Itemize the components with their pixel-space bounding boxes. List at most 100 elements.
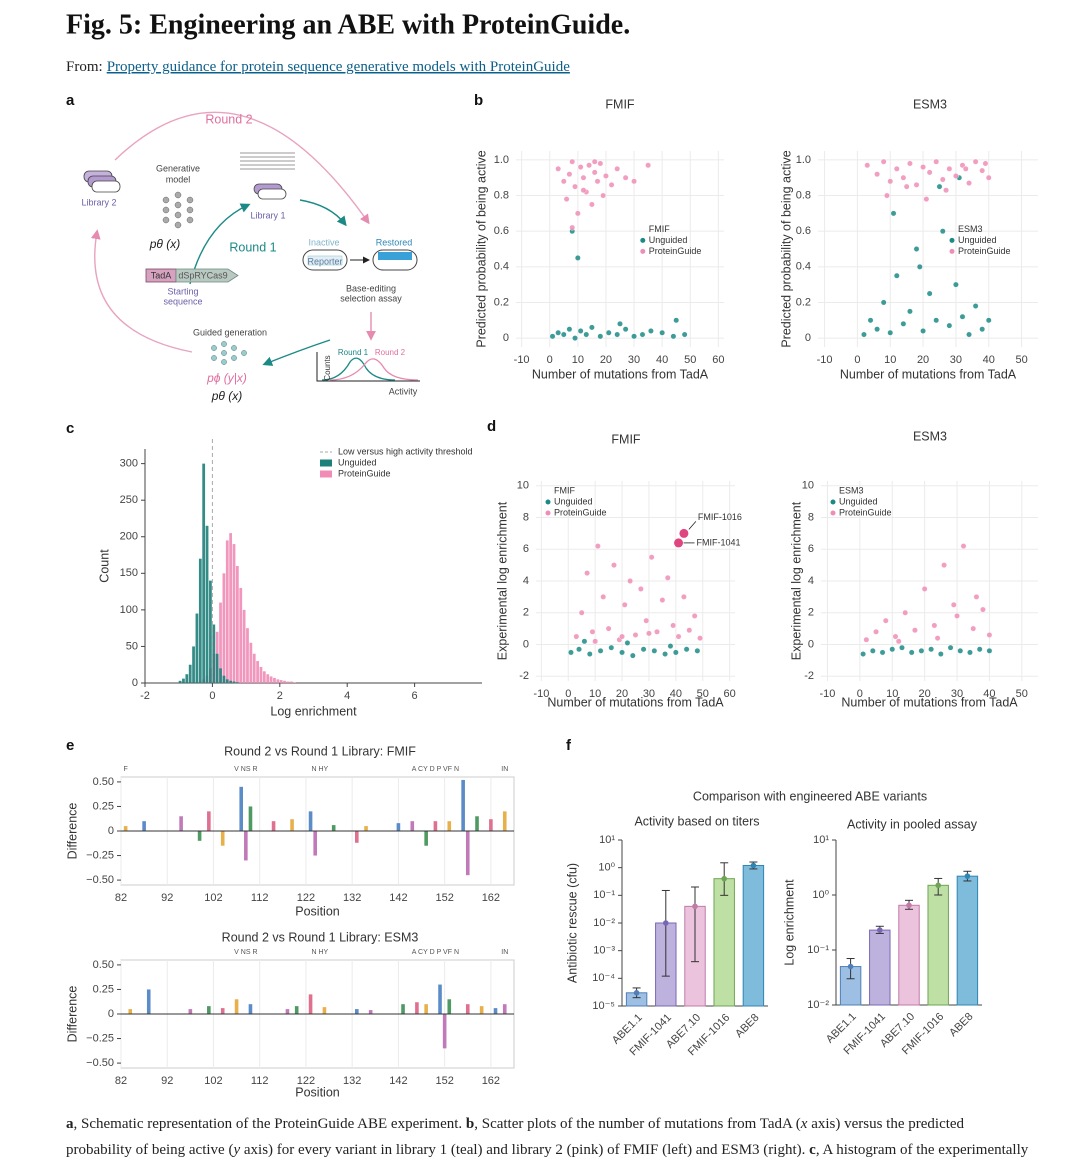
x-tick-label: 0 [547, 354, 553, 366]
x-tick-label: 30 [950, 354, 962, 366]
source-link[interactable]: Property guidance for protein sequence g… [107, 59, 571, 75]
logo-bar [285, 1009, 290, 1014]
caption-text: b [466, 1116, 474, 1132]
y-tick-label: 0 [805, 332, 811, 344]
legend-label: Low versus high activity threshold [338, 446, 473, 456]
highlight-point [674, 538, 684, 548]
logo-bar [220, 1008, 225, 1014]
legend-label: Unguided [554, 496, 593, 506]
data-point [980, 606, 986, 613]
logo-bar [433, 821, 438, 831]
restored-box [378, 252, 412, 260]
data-point [694, 647, 701, 654]
x-axis-label: Number of mutations from TadA [840, 367, 1017, 381]
data-point [959, 313, 966, 320]
data-point [976, 646, 983, 653]
data-point [920, 164, 926, 170]
caption-text: c [809, 1142, 816, 1158]
legend-swatch [320, 470, 332, 478]
histogram-bar [276, 679, 280, 683]
annotation-arrow [688, 521, 697, 530]
y-tick-label: -2 [519, 670, 529, 682]
y-tick-label: −0.50 [86, 1057, 114, 1069]
y-tick-label: 10⁻³ [593, 945, 615, 957]
restored-label: Restored [376, 237, 413, 247]
data-point [884, 192, 890, 199]
data-point [583, 331, 590, 338]
x-axis-label: Number of mutations from TadA [841, 695, 1018, 709]
legend-swatch [830, 510, 836, 516]
y-tick-label: 10⁻¹ [807, 944, 829, 956]
data-point [916, 263, 923, 270]
data-point [890, 210, 897, 217]
data-point [899, 644, 905, 651]
x-tick-label: 40 [670, 688, 682, 700]
alignment-icon [240, 152, 295, 170]
data-point [867, 317, 874, 324]
x-tick-label: 162 [482, 1075, 500, 1087]
data-point [555, 165, 562, 172]
data-point [864, 162, 871, 169]
x-tick-label: 122 [297, 892, 315, 904]
data-point [953, 281, 959, 288]
caption-text: axis) for every variant in library 1 (te… [240, 1142, 809, 1158]
legend-label: ProteinGuide [839, 507, 892, 517]
y-tick-label: 0.50 [93, 776, 114, 788]
x-tick-label: 10 [572, 354, 584, 366]
logo-bar [442, 1014, 447, 1049]
legend-label: Unguided [839, 496, 878, 506]
y-tick-label: 10⁻⁵ [592, 1000, 615, 1012]
histogram-bar [266, 674, 270, 683]
data-point [672, 649, 679, 656]
data-point [594, 543, 601, 549]
y-tick-label: 6 [808, 543, 814, 555]
caption-text: , Schematic representation of the Protei… [74, 1116, 466, 1132]
y-tick-label: 0.50 [93, 959, 114, 971]
bar [898, 904, 920, 1006]
x-tick-label: 30 [951, 688, 963, 700]
data-point [954, 613, 960, 619]
logo-bar [308, 994, 313, 1014]
data-point [581, 638, 588, 645]
bar [927, 884, 949, 1006]
data-point [986, 632, 993, 638]
logo-bar [308, 811, 313, 831]
y-tick-label: 10¹ [813, 834, 829, 846]
data-point [900, 174, 907, 181]
logo-bar [207, 1006, 211, 1014]
histogram-bar [202, 463, 206, 683]
legend-title: FMIF [649, 224, 670, 234]
residue-label: IN [501, 949, 508, 956]
y-tick-label: 250 [120, 494, 138, 506]
data-point [619, 649, 625, 656]
y-tick-label: 300 [120, 458, 138, 470]
histogram-bar [279, 680, 283, 683]
data-point [918, 647, 925, 654]
data-point [900, 320, 907, 327]
x-tick-label: 142 [389, 1075, 407, 1087]
panel-f-title: Comparison with engineered ABE variants [693, 789, 927, 803]
x-tick-label: 132 [343, 1075, 361, 1087]
x-tick-label: 30 [628, 354, 640, 366]
panel-label: a [66, 92, 75, 109]
data-point [648, 554, 655, 561]
network-icon [211, 341, 247, 365]
chart-title: Round 2 vs Round 1 Library: ESM3 [222, 930, 419, 944]
histogram-bar [235, 566, 239, 683]
caption-text: y [231, 1142, 240, 1158]
data-point [637, 586, 644, 592]
y-tick-label: 0.2 [796, 296, 811, 308]
data-point [863, 636, 870, 643]
y-axis-label: Predicted probability of being active [779, 150, 793, 347]
y-axis-label: Antibiotic rescue (cfu) [565, 863, 579, 983]
y-tick-label: 0.8 [494, 189, 509, 201]
y-tick-label: 0 [503, 332, 509, 344]
residue-label: F [123, 766, 127, 773]
x-tick-label: 50 [1015, 354, 1027, 366]
x-tick-label: 10 [884, 354, 896, 366]
y-tick-label: 6 [523, 543, 529, 555]
data-point [586, 162, 592, 169]
data-point [880, 158, 887, 165]
inset-ylabel: Counts [323, 355, 332, 380]
data-point [627, 578, 634, 584]
